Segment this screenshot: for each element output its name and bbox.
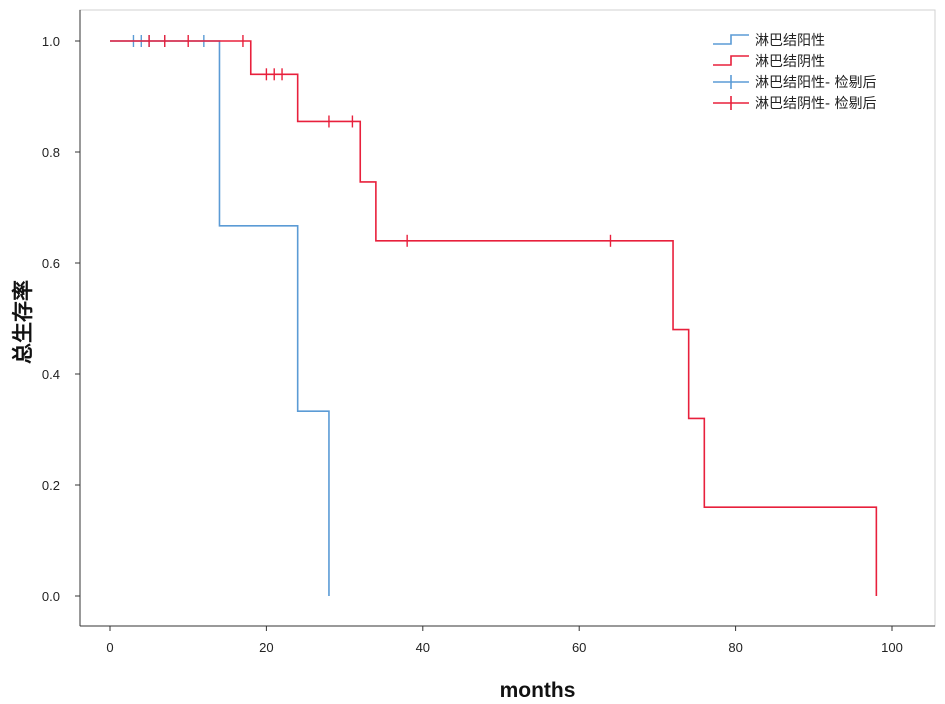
y-tick-label: 0.2 [42,478,60,493]
x-axis: 0 20 40 60 80 100 [106,626,903,655]
legend-item: 淋巴结阴性- 检剔后 [713,96,877,112]
y-axis-title: 总生存率 [11,280,35,364]
legend-label: 淋巴结阴性- 检剔后 [755,96,877,112]
y-axis: 0.0 0.2 0.4 0.6 0.8 1.0 [42,34,80,604]
legend-item: 淋巴结阳性 [713,33,825,49]
y-tick-label: 1.0 [42,34,60,49]
legend-label: 淋巴结阳性- 检剔后 [755,75,877,91]
x-axis-title: months [500,679,576,702]
x-tick-label: 60 [572,640,586,655]
legend-label: 淋巴结阳性 [755,33,825,49]
legend-item: 淋巴结阴性 [713,54,825,70]
legend-step-icon [713,34,749,45]
y-tick-label: 0.0 [42,589,60,604]
x-tick-label: 40 [416,640,430,655]
x-tick-label: 80 [728,640,742,655]
plot-frame [79,9,936,627]
x-tick-label: 20 [259,640,273,655]
y-tick-label: 0.4 [42,367,60,382]
series-layer [110,35,878,596]
y-tick-label: 0.8 [42,145,60,160]
series-negative [110,35,878,596]
y-tick-label: 0.6 [42,256,60,271]
legend-item: 淋巴结阳性- 检剔后 [713,75,877,91]
x-tick-label: 0 [106,640,113,655]
legend-step-icon [713,55,749,66]
x-tick-label: 100 [881,640,903,655]
legend-label: 淋巴结阴性 [755,54,825,70]
